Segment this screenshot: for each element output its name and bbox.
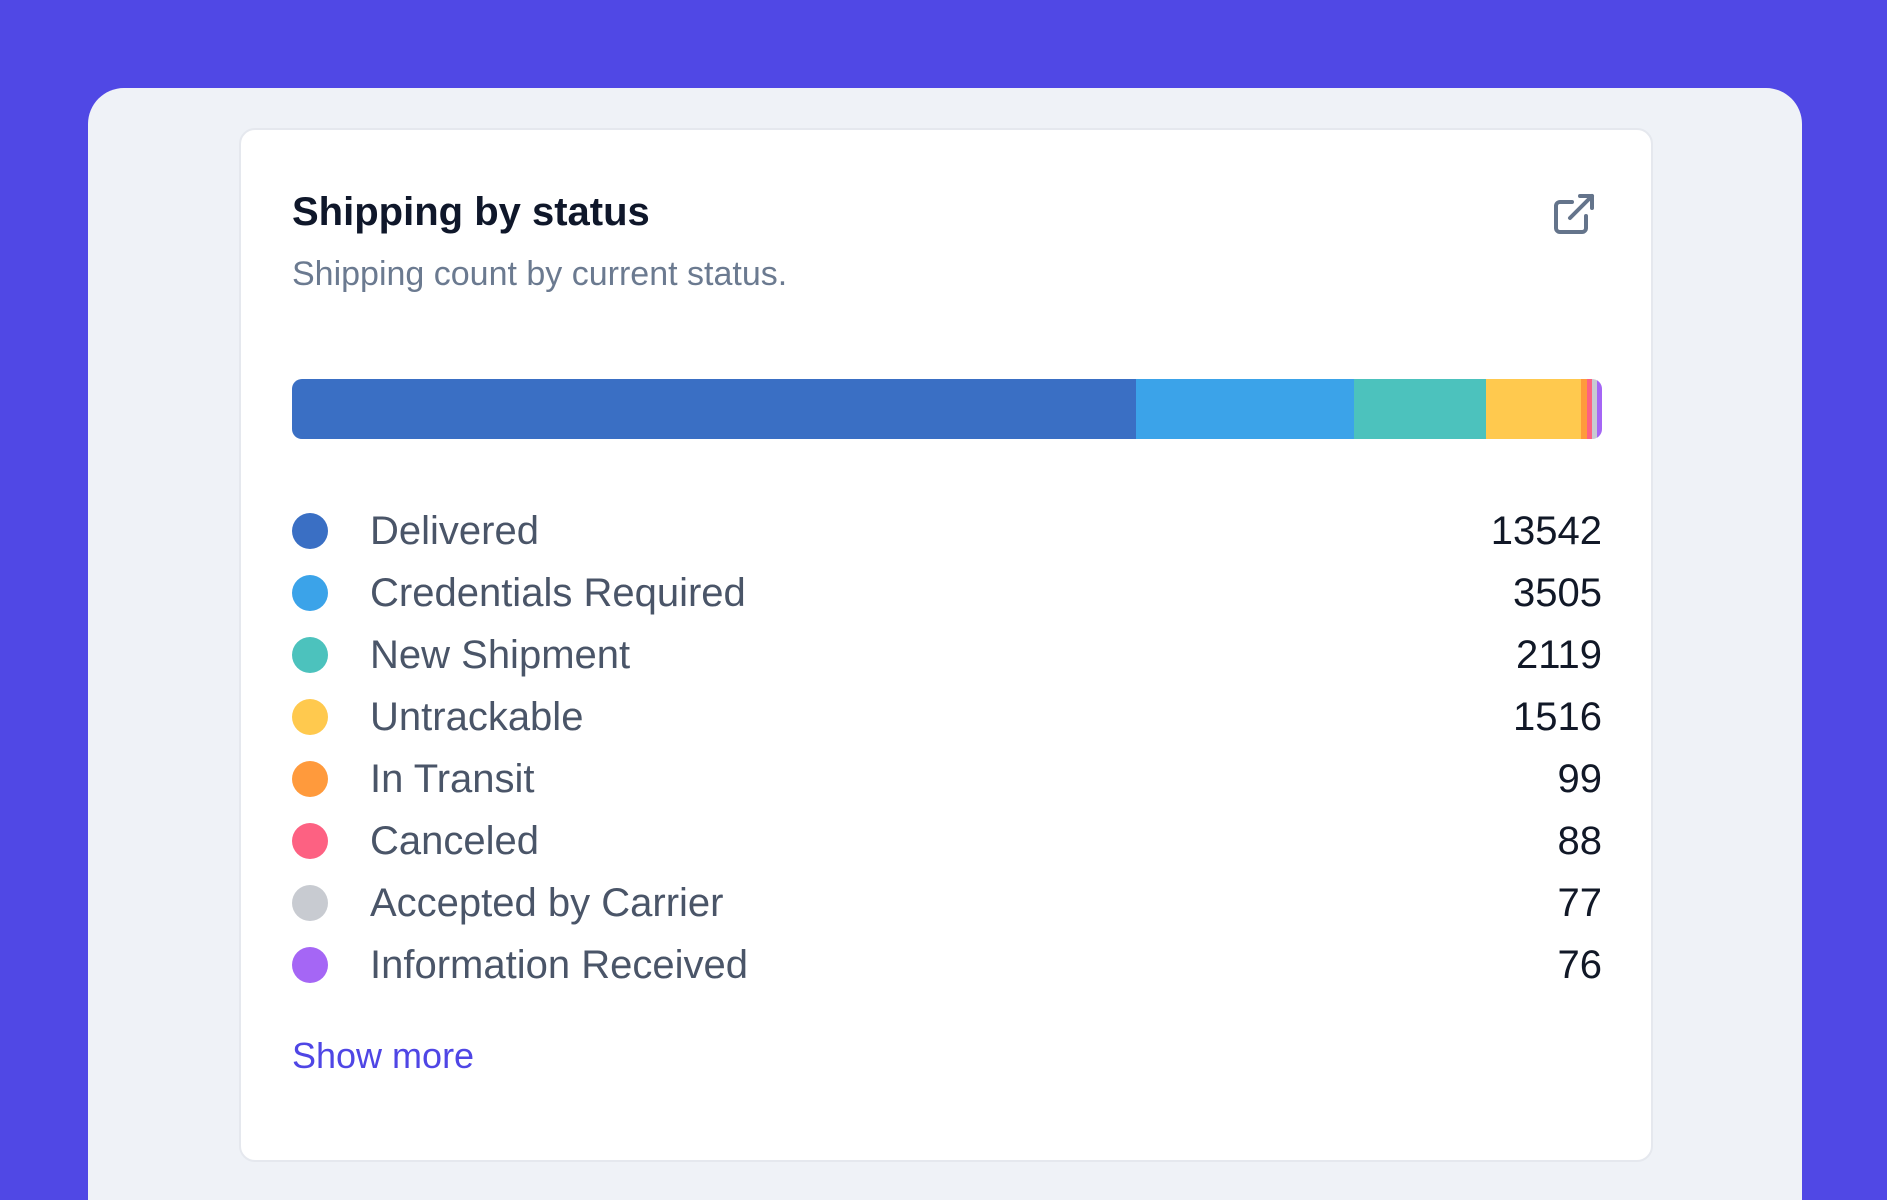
- legend-label: New Shipment: [370, 632, 631, 677]
- bar-segment-delivered: [292, 379, 1136, 439]
- status-legend: Delivered 13542 Credentials Required 3505 Ne…: [292, 500, 1602, 996]
- legend-label: Credentials Required: [370, 570, 746, 615]
- legend-dot: [292, 513, 328, 549]
- legend-label: Delivered: [370, 508, 539, 553]
- legend-dot: [292, 885, 328, 921]
- legend-dot: [292, 823, 328, 859]
- shipping-status-card: Shipping by status Shipping count by cur…: [239, 128, 1653, 1162]
- legend-dot: [292, 947, 328, 983]
- bar-segment-in-transit: [1580, 379, 1587, 439]
- legend-item-new-shipment: New Shipment 2119: [292, 624, 1602, 686]
- legend-value: 13542: [1490, 508, 1602, 553]
- legend-dot: [292, 699, 328, 735]
- legend-value: 88: [1557, 818, 1603, 863]
- bar-segment-accepted-by-carrier: [1592, 379, 1598, 439]
- legend-item-accepted-by-carrier: Accepted by Carrier 77: [292, 872, 1602, 934]
- card-subtitle: Shipping count by current status.: [292, 255, 788, 293]
- legend-value: 2119: [1515, 632, 1602, 677]
- legend-dot: [292, 575, 328, 611]
- legend-item-canceled: Canceled 88: [292, 810, 1602, 872]
- legend-item-information-received: Information Received 76: [292, 934, 1602, 996]
- legend-item-in-transit: In Transit 99: [292, 748, 1602, 810]
- legend-value: 77: [1557, 880, 1603, 925]
- legend-dot: [292, 637, 328, 673]
- bar-segment-information-received: [1597, 379, 1602, 439]
- card-title: Shipping by status: [292, 190, 650, 234]
- legend-label: Canceled: [370, 818, 540, 863]
- stacked-status-bar: [292, 379, 1602, 439]
- legend-value: 3505: [1513, 570, 1602, 615]
- legend-item-credentials-required: Credentials Required 3505: [292, 562, 1602, 624]
- legend-item-delivered: Delivered 13542: [292, 500, 1602, 562]
- legend-value: 1516: [1513, 694, 1602, 739]
- legend-label: In Transit: [370, 756, 535, 801]
- legend-label: Untrackable: [370, 694, 584, 739]
- bar-segment-credentials-required: [1135, 379, 1355, 439]
- bar-segment-canceled: [1586, 379, 1593, 439]
- external-link-icon[interactable]: [1550, 190, 1598, 238]
- legend-dot: [292, 761, 328, 797]
- bar-segment-untrackable: [1486, 379, 1581, 439]
- show-more-link[interactable]: Show more: [292, 1035, 475, 1076]
- legend-item-untrackable: Untrackable 1516: [292, 686, 1602, 748]
- legend-value: 99: [1557, 756, 1603, 801]
- legend-label: Accepted by Carrier: [370, 880, 724, 925]
- legend-value: 76: [1557, 942, 1603, 987]
- legend-label: Information Received: [370, 942, 748, 987]
- bar-segment-new-shipment: [1354, 379, 1487, 439]
